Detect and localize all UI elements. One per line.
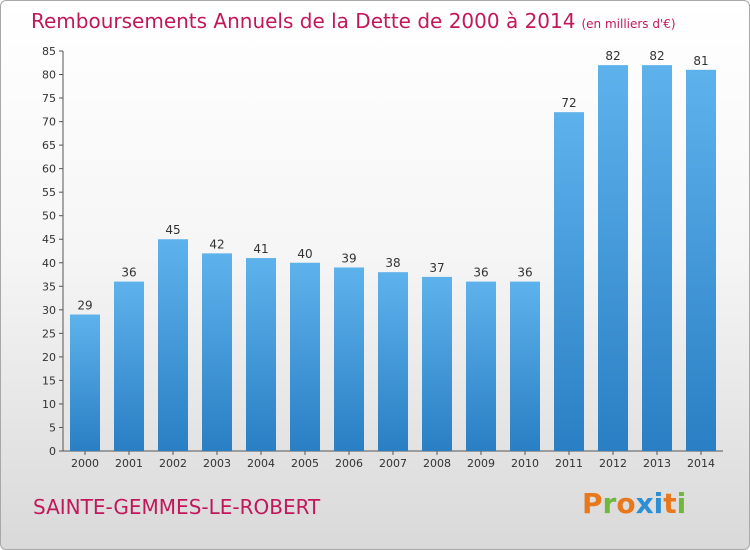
unit-label: (en milliers d'€) <box>581 17 676 31</box>
bar-value-label: 42 <box>209 237 224 251</box>
bar-value-label: 82 <box>649 49 664 63</box>
y-tick-label: 65 <box>42 139 56 152</box>
y-tick-label: 20 <box>42 351 56 364</box>
bar <box>422 276 452 451</box>
x-tick-label: 2014 <box>687 457 715 470</box>
chart-title: Remboursements Annuels de la Dette de 20… <box>31 9 676 33</box>
x-tick-label: 2009 <box>467 457 495 470</box>
title-text: Remboursements Annuels de la Dette de 20… <box>31 9 576 33</box>
bar <box>158 239 188 451</box>
bar-value-label: 36 <box>473 266 488 280</box>
logo-letter: x <box>635 487 654 520</box>
x-tick-label: 2005 <box>291 457 319 470</box>
bar <box>466 281 496 451</box>
bar <box>290 262 320 451</box>
logo-letter: P <box>582 487 603 520</box>
proxiti-logo: Proxiti <box>582 487 686 520</box>
logo-letter: o <box>616 487 636 520</box>
bar <box>334 267 364 451</box>
x-tick-label: 2008 <box>423 457 451 470</box>
y-tick-label: 50 <box>42 210 56 223</box>
bar <box>114 281 144 451</box>
y-tick-label: 15 <box>42 374 56 387</box>
logo-letter: i <box>653 487 664 520</box>
x-tick-label: 2012 <box>599 457 627 470</box>
bar-value-label: 72 <box>561 96 576 110</box>
y-tick-label: 0 <box>49 445 56 458</box>
bar <box>554 112 584 452</box>
y-tick-label: 75 <box>42 92 56 105</box>
x-tick-label: 2004 <box>247 457 275 470</box>
y-tick-label: 5 <box>49 421 56 434</box>
bar <box>598 65 628 451</box>
x-tick-label: 2006 <box>335 457 363 470</box>
y-tick-label: 60 <box>42 163 56 176</box>
y-tick-label: 55 <box>42 186 56 199</box>
bar-value-label: 45 <box>165 223 180 237</box>
x-tick-label: 2001 <box>115 457 143 470</box>
bar-value-label: 81 <box>693 54 708 68</box>
bar <box>642 65 672 451</box>
y-tick-label: 10 <box>42 398 56 411</box>
bar-value-label: 39 <box>341 251 356 265</box>
y-tick-label: 85 <box>42 45 56 58</box>
x-tick-label: 2000 <box>71 457 99 470</box>
y-tick-label: 45 <box>42 233 56 246</box>
y-tick-label: 80 <box>42 69 56 82</box>
y-tick-label: 70 <box>42 116 56 129</box>
bar-value-label: 36 <box>121 266 136 280</box>
place-name: SAINTE-GEMMES-LE-ROBERT <box>33 495 321 519</box>
bar <box>246 258 276 451</box>
bar-value-label: 38 <box>385 256 400 270</box>
x-tick-label: 2003 <box>203 457 231 470</box>
x-tick-label: 2002 <box>159 457 187 470</box>
bar <box>378 272 408 451</box>
x-tick-label: 2013 <box>643 457 671 470</box>
y-tick-label: 25 <box>42 327 56 340</box>
x-tick-label: 2007 <box>379 457 407 470</box>
bar-value-label: 40 <box>297 247 312 261</box>
logo-letter: t <box>663 487 677 520</box>
bar-value-label: 41 <box>253 242 268 256</box>
bar <box>202 253 232 451</box>
bar-value-label: 82 <box>605 49 620 63</box>
bar-value-label: 36 <box>517 266 532 280</box>
bar-value-label: 37 <box>429 261 444 275</box>
y-tick-label: 35 <box>42 280 56 293</box>
y-tick-label: 30 <box>42 304 56 317</box>
bar <box>686 69 716 451</box>
bar <box>510 281 540 451</box>
bar <box>70 314 100 451</box>
logo-letter: r <box>602 487 617 520</box>
bar-value-label: 29 <box>77 299 92 313</box>
y-tick-label: 40 <box>42 257 56 270</box>
x-tick-label: 2011 <box>555 457 583 470</box>
x-tick-label: 2010 <box>511 457 539 470</box>
logo-letter: i <box>676 487 687 520</box>
